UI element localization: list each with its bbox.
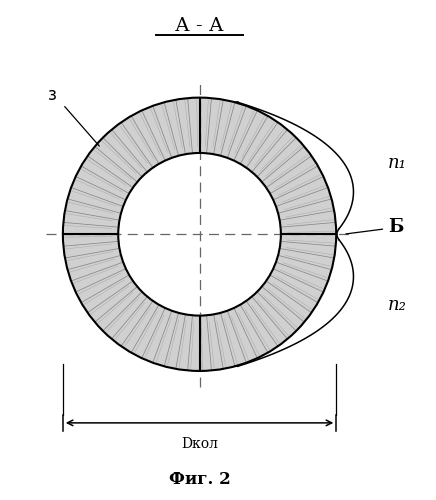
Text: А - А: А - А bbox=[175, 17, 224, 35]
Text: з: з bbox=[48, 86, 56, 104]
Text: n₂: n₂ bbox=[388, 296, 407, 314]
Text: Dкол: Dкол bbox=[181, 436, 218, 450]
Text: Б: Б bbox=[346, 218, 404, 236]
Circle shape bbox=[118, 153, 281, 316]
Text: n₁: n₁ bbox=[388, 154, 407, 172]
Text: Фиг. 2: Фиг. 2 bbox=[169, 470, 230, 488]
Circle shape bbox=[118, 153, 281, 316]
Circle shape bbox=[63, 98, 336, 371]
